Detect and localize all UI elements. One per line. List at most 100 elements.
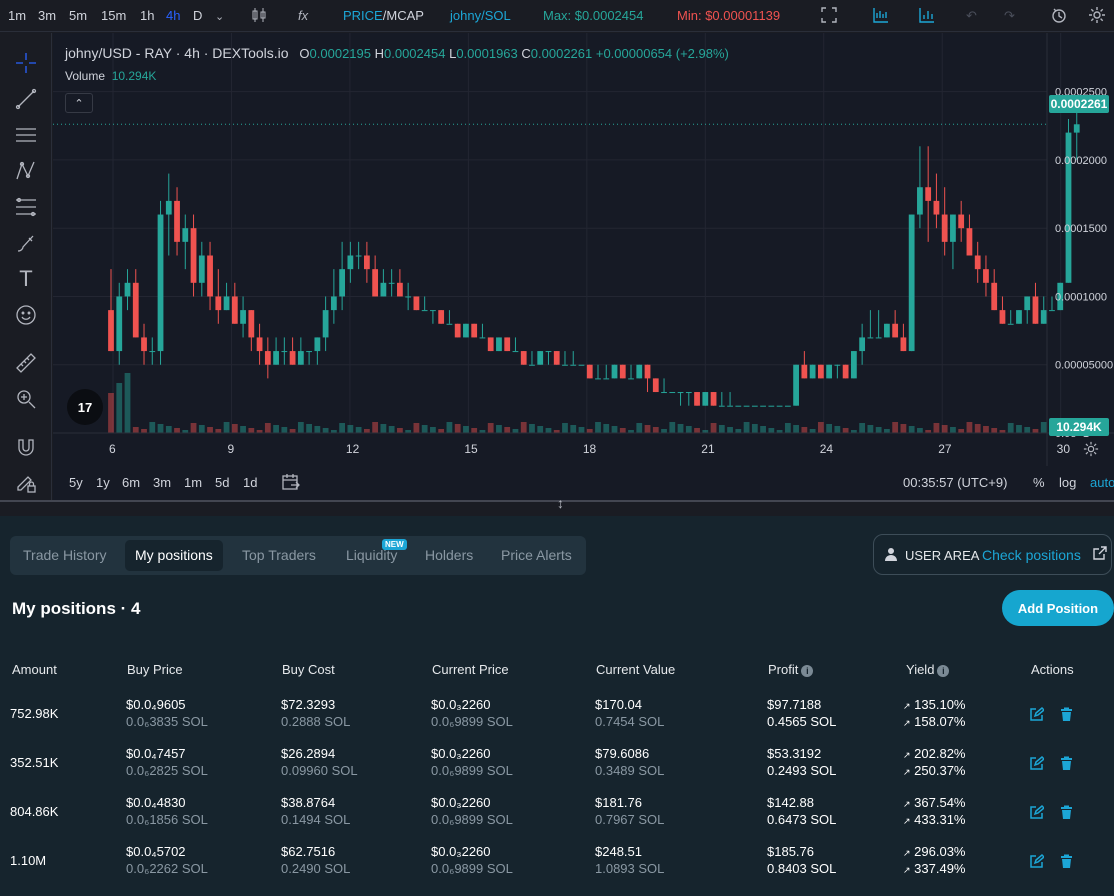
clock-timezone[interactable]: 00:35:57 (UTC+9) — [903, 475, 1008, 490]
trash-icon[interactable] — [1059, 854, 1075, 870]
timeframe-3m[interactable]: 3m — [38, 8, 57, 23]
price-mcap-toggle[interactable]: PRICE/MCAP — [343, 8, 424, 23]
add-position-button[interactable]: Add Position — [1002, 590, 1114, 626]
candle-body — [768, 405, 775, 407]
candle-body — [578, 364, 585, 366]
replay-icon[interactable] — [1050, 6, 1068, 30]
candle-body — [487, 337, 494, 352]
candlestick-chart-svg[interactable]: 0.00025000.00020000.00015000.00010000.00… — [53, 33, 1114, 466]
trash-icon[interactable] — [1059, 756, 1075, 772]
magnet-icon[interactable] — [12, 433, 40, 461]
tab-top-traders[interactable]: Top Traders — [242, 547, 316, 563]
edit-icon[interactable] — [1029, 755, 1046, 772]
bar-chart-icon[interactable] — [918, 6, 936, 30]
range-5y[interactable]: 5y — [69, 475, 83, 490]
edit-icon[interactable] — [1029, 804, 1046, 821]
volume-bar — [438, 429, 445, 433]
volume-bar — [685, 426, 692, 433]
timeframe-5m[interactable]: 5m — [69, 8, 88, 23]
axis-settings-icon[interactable] — [1083, 441, 1099, 462]
undo-icon[interactable]: ↶ — [966, 8, 977, 23]
brush-icon[interactable] — [12, 229, 40, 257]
range-1y[interactable]: 1y — [96, 475, 110, 490]
info-icon[interactable]: i — [937, 665, 950, 677]
chart-style-icon[interactable] — [872, 6, 890, 30]
volume-bar — [727, 427, 733, 433]
percent-toggle[interactable]: % — [1033, 475, 1045, 490]
tab-trade-history[interactable]: Trade History — [23, 547, 107, 563]
x-tick-label: 15 — [464, 442, 478, 456]
range-1d[interactable]: 1d — [243, 475, 258, 490]
volume-bar — [925, 430, 932, 433]
goto-date-icon[interactable] — [281, 472, 301, 495]
min-value: $0.00001139 — [705, 8, 781, 23]
candle-body — [718, 405, 725, 407]
candles-type-icon[interactable] — [250, 6, 268, 30]
pair-toggle[interactable]: johny/SOL — [450, 8, 511, 23]
buy-price-sol: 0.0₆2262 SOL — [126, 861, 208, 876]
trash-icon[interactable] — [1059, 707, 1075, 723]
text-tool-icon[interactable]: T — [19, 266, 33, 291]
indicators-fx-icon[interactable]: fx — [298, 8, 309, 23]
range-1m[interactable]: 1m — [184, 475, 203, 490]
tab-price-alerts[interactable]: Price Alerts — [501, 547, 572, 563]
trend-line-icon[interactable] — [12, 85, 40, 113]
collapse-legend-button[interactable]: ⌃ — [65, 93, 93, 113]
candle-body — [355, 255, 362, 257]
settings-gear-icon[interactable] — [1088, 6, 1106, 30]
timeframe-d[interactable]: D — [193, 8, 203, 23]
fullscreen-icon[interactable] — [820, 6, 838, 30]
zoom-in-icon[interactable] — [12, 385, 40, 413]
chevron-down-icon[interactable]: ⌄ — [215, 11, 225, 23]
range-6m[interactable]: 6m — [122, 475, 141, 490]
emoji-icon[interactable] — [12, 301, 40, 329]
yield-sol: ↗ 337.49% — [903, 861, 966, 876]
volume-bar — [652, 427, 659, 433]
resize-handle-icon[interactable]: ↕ — [557, 495, 564, 511]
volume-bar — [817, 422, 824, 433]
tradingview-logo[interactable]: 17 — [67, 389, 103, 425]
candle-body — [157, 214, 164, 352]
buy-cost-sol: 0.2888 SOL — [281, 714, 351, 729]
price-chart[interactable]: 0.0002500 0.0002000 0.0001500 0.0001000 0.00… — [53, 33, 1114, 500]
range-3m[interactable]: 3m — [153, 475, 172, 490]
timeframe-15m[interactable]: 15m — [101, 8, 127, 23]
crosshair-icon[interactable] — [12, 49, 40, 77]
check-positions-link[interactable]: Check positions — [982, 547, 1081, 563]
candle-body — [388, 282, 395, 284]
redo-icon[interactable]: ↷ — [1004, 8, 1015, 23]
profit-sol: 0.4565 SOL — [767, 714, 837, 729]
timeframe-1m[interactable]: 1m — [8, 8, 27, 23]
current-price-sol: 0.0₆9899 SOL — [431, 861, 513, 876]
candle-body — [850, 351, 857, 379]
tab-my-positions[interactable]: My positions — [125, 540, 223, 571]
current-value-sol: 1.0893 SOL — [595, 861, 665, 876]
ruler-icon[interactable] — [12, 349, 40, 377]
panel-divider[interactable] — [0, 500, 1114, 516]
tab-holders[interactable]: Holders — [425, 547, 474, 563]
auto-toggle[interactable]: auto — [1090, 475, 1114, 490]
yield-usd-value: 296.03% — [914, 844, 966, 859]
candle-body — [652, 378, 659, 393]
tab-liquidity[interactable]: Liquidity — [346, 547, 398, 563]
log-toggle[interactable]: log — [1059, 475, 1077, 490]
edit-icon[interactable] — [1029, 853, 1046, 870]
header-profit-label: Profit — [768, 662, 799, 677]
timeframe-4h[interactable]: 4h — [166, 8, 181, 23]
timeframe-1h[interactable]: 1h — [140, 8, 155, 23]
external-link-icon[interactable] — [1093, 546, 1107, 563]
range-5d[interactable]: 5d — [215, 475, 230, 490]
edit-icon[interactable] — [1029, 706, 1046, 723]
buy-price-usd: $0.0₄4830 — [126, 795, 186, 810]
lock-drawings-icon[interactable] — [12, 469, 40, 497]
volume-bar — [1007, 423, 1014, 433]
horizontal-lines-icon[interactable] — [12, 121, 40, 149]
max-price: Max: $0.0002454 — [543, 6, 643, 26]
info-icon[interactable]: i — [801, 665, 814, 677]
x-tick-label: 30 — [1057, 442, 1071, 456]
volume-bar — [669, 422, 676, 433]
pattern-icon[interactable] — [12, 157, 40, 185]
trash-icon[interactable] — [1059, 805, 1075, 821]
candle-body — [826, 364, 833, 379]
fib-icon[interactable] — [12, 193, 40, 221]
